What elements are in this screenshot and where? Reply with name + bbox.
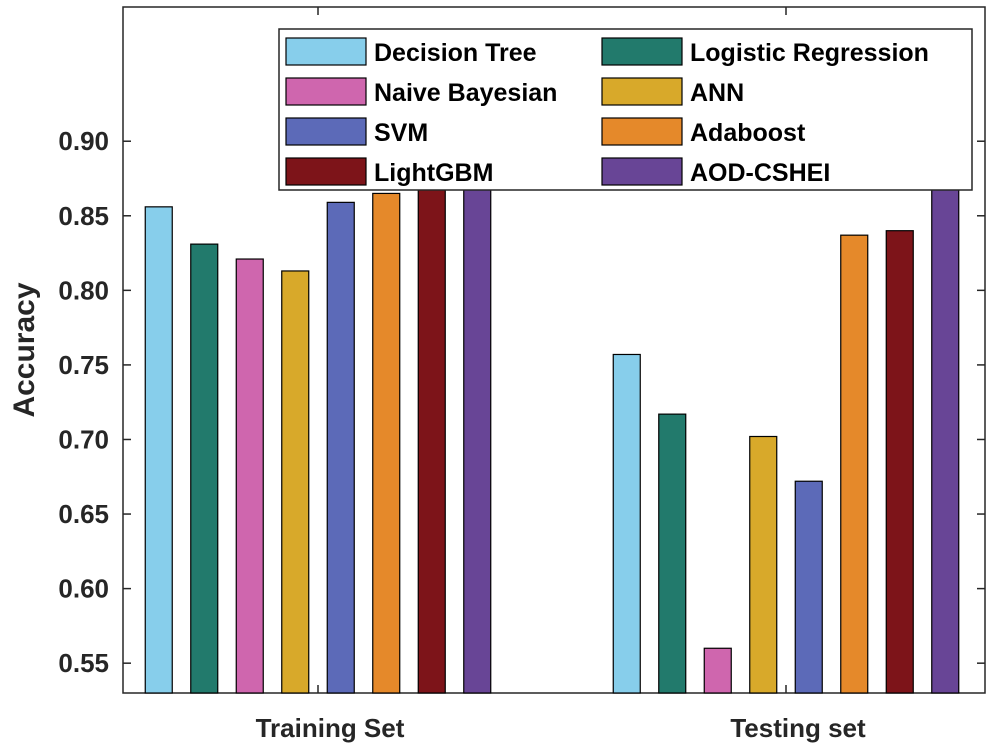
legend: Decision Tree Logistic Regression Naive Ba… [278,28,973,191]
legend-swatch-svm [285,117,367,146]
bar-lightgbm-testing [885,230,914,694]
bar-lightgbm-training [417,183,446,694]
bar-ann-testing [749,435,778,694]
axes-layer: 0.55 0.60 0.65 0.70 0.75 0.80 0.85 0.90 Training… [58,6,986,743]
legend-label: Decision Tree [374,39,537,67]
bar-svm-testing [794,480,823,694]
bar-naive-bayesian-testing [703,647,732,694]
legend-label: Naive Bayesian [374,79,557,107]
legend-label: Logistic Regression [690,39,929,67]
bar-decision-tree-training [144,206,173,694]
bar-svm-training [326,201,355,694]
legend-label: SVM [374,119,428,147]
bar-aod-cshei-testing [931,162,960,694]
y-tick-label: 0.70 [58,424,109,454]
bars-layer [144,154,960,694]
x-tick-label: Training Set [256,713,405,743]
plot-frame [122,6,986,694]
bar-adaboost-testing [840,234,869,694]
bar-logistic-regression-training [190,243,219,694]
y-tick-label: 0.80 [58,275,109,305]
legend-label: LightGBM [374,159,493,187]
legend-swatch-lightgbm [285,157,367,186]
y-tick-label: 0.65 [58,499,109,529]
legend-label: Adaboost [690,119,806,147]
bar-naive-bayesian-training [235,258,264,694]
x-tick-label: Testing set [730,713,866,743]
bar-decision-tree-testing [612,353,641,694]
legend-swatch-naive-bayesian [285,77,367,106]
legend-swatch-decision-tree [285,37,367,66]
y-tick-label: 0.55 [58,648,109,678]
y-tick-label: 0.85 [58,201,109,231]
legend-label: AOD-CSHEI [690,159,830,187]
legend-label: ANN [690,79,744,107]
bar-aod-cshei-training [463,154,492,694]
bar-ann-training [281,270,310,694]
y-tick-label: 0.90 [58,126,109,156]
legend-swatch-logistic-regression [601,37,683,66]
y-tick-label: 0.60 [58,574,109,604]
y-tick-label: 0.75 [58,350,109,380]
legend-swatch-adaboost [601,117,683,146]
bar-logistic-regression-testing [658,413,687,694]
bar-adaboost-training [372,192,401,694]
legend-swatch-ann [601,77,683,106]
legend-swatch-aod-cshei [601,157,683,186]
y-axis-title: Accuracy [8,282,41,417]
